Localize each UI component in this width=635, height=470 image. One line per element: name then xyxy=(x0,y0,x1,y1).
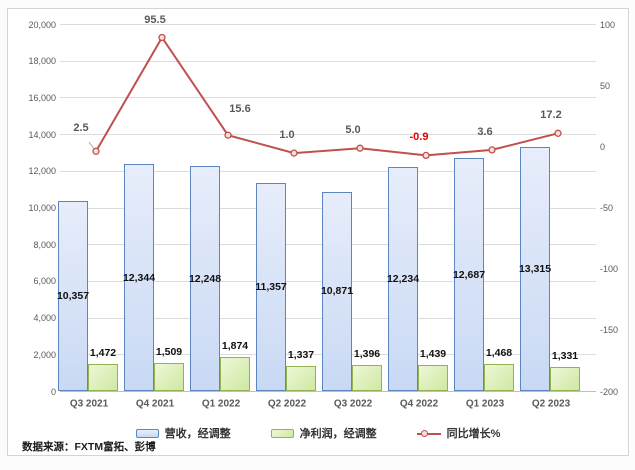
revenue-value-label: 11,357 xyxy=(255,280,287,293)
right-axis-tick-label: 50 xyxy=(600,80,611,91)
x-axis-tick-label: Q4 2021 xyxy=(135,398,175,410)
left-axis-tick-label: 14,000 xyxy=(28,129,56,140)
growth-point-marker xyxy=(356,144,364,152)
profit-value-label: 1,468 xyxy=(485,347,513,360)
revenue-bar xyxy=(322,191,352,391)
gridline xyxy=(60,97,596,99)
x-axis-tick-label: Q4 2022 xyxy=(399,398,439,410)
right-axis-tick-label: 100 xyxy=(600,19,616,30)
left-axis-tick-label: 12,000 xyxy=(28,166,56,177)
left-axis-tick-label: 20,000 xyxy=(28,19,56,30)
profit-bar xyxy=(220,356,250,391)
growth-value-label: 17.2 xyxy=(540,109,562,122)
gridline xyxy=(60,134,596,136)
profit-value-label: 1,331 xyxy=(551,349,579,362)
legend-label-profit: 净利润，经调整 xyxy=(299,428,377,440)
revenue-bar xyxy=(256,182,286,391)
right-axis-tick-label: -150 xyxy=(600,325,619,336)
left-axis-tick-label: 2,000 xyxy=(33,349,56,360)
profit-swatch-icon xyxy=(270,428,294,438)
profit-value-label: 1,337 xyxy=(287,349,315,362)
profit-bar xyxy=(484,364,514,391)
left-axis-tick-label: 18,000 xyxy=(28,56,56,67)
left-axis-tick-label: 4,000 xyxy=(33,313,56,324)
legend-label-revenue: 营收，经调整 xyxy=(164,428,231,440)
source-note: 数据来源：FXTM富拓、彭博 xyxy=(22,441,156,453)
revenue-value-label: 12,344 xyxy=(122,271,156,284)
profit-bar xyxy=(154,363,184,391)
chart-card: 0 2,000 4,000 6,000 8,000 10,000 12,000 14,000 1… xyxy=(7,8,629,456)
left-axis-tick-label: 8,000 xyxy=(33,239,56,250)
growth-value-label: 3.6 xyxy=(477,125,493,138)
growth-value-label: 2.5 xyxy=(73,122,89,134)
x-axis-tick-label: Q3 2021 xyxy=(69,398,109,410)
x-axis-tick-label: Q1 2022 xyxy=(201,398,241,410)
revenue-bar xyxy=(454,158,484,391)
right-axis-tick-label: -200 xyxy=(600,386,619,397)
profit-bar xyxy=(88,363,118,391)
gridline xyxy=(60,391,596,392)
left-axis-tick-label: 10,000 xyxy=(28,203,56,213)
growth-value-label: 15.6 xyxy=(229,103,251,116)
revenue-value-label: 12,234 xyxy=(386,272,420,285)
label-leader-line xyxy=(88,141,95,150)
revenue-bar xyxy=(388,166,418,391)
growth-point-marker xyxy=(488,146,496,154)
legend-item-revenue: 营收，经调整 xyxy=(135,425,231,441)
growth-value-label: -0.9 xyxy=(409,131,429,144)
profit-value-label: 1,874 xyxy=(221,339,249,352)
revenue-bar xyxy=(520,146,550,391)
legend-item-profit: 净利润，经调整 xyxy=(270,425,377,441)
profit-bar xyxy=(418,364,448,391)
left-axis-tick-label: 0 xyxy=(50,386,56,397)
growth-point-marker xyxy=(158,33,166,42)
left-axis-tick-label: 16,000 xyxy=(28,92,56,103)
legend-item-growth: 同比增长% xyxy=(416,425,501,441)
profit-value-label: 1,509 xyxy=(155,346,183,359)
profit-value-label: 1,396 xyxy=(353,348,381,361)
left-axis-tick-label: 6,000 xyxy=(33,276,56,287)
right-axis-tick-label: -50 xyxy=(600,203,614,213)
revenue-value-label: 12,687 xyxy=(452,268,486,281)
x-axis-tick-label: Q1 2023 xyxy=(465,398,505,410)
revenue-value-label: 10,871 xyxy=(320,285,354,298)
legend: 营收，经调整 净利润，经调整 同比增长% xyxy=(9,420,627,446)
revenue-bar xyxy=(58,200,88,391)
growth-point-marker xyxy=(422,151,430,160)
profit-bar xyxy=(550,366,580,391)
legend-label-growth: 同比增长% xyxy=(446,428,501,440)
growth-line-swatch-icon xyxy=(416,429,441,438)
right-axis-tick-label: -100 xyxy=(600,264,619,275)
gridline xyxy=(60,24,596,25)
gridline xyxy=(60,170,596,172)
profit-value-label: 1,439 xyxy=(419,347,447,360)
x-axis-tick-label: Q3 2022 xyxy=(333,398,373,410)
growth-point-marker xyxy=(92,147,100,155)
growth-point-marker xyxy=(224,131,232,139)
profit-bar xyxy=(352,365,382,391)
gridline xyxy=(60,60,596,62)
growth-value-label: 95.5 xyxy=(144,13,166,26)
revenue-bar xyxy=(124,164,154,391)
revenue-value-label: 13,315 xyxy=(518,262,552,275)
right-axis-tick-label: 0 xyxy=(600,141,606,152)
growth-point-marker xyxy=(290,149,298,157)
revenue-value-label: 10,357 xyxy=(56,289,90,302)
x-axis-tick-label: Q2 2023 xyxy=(531,398,571,410)
revenue-bar xyxy=(190,166,220,391)
x-axis-tick-label: Q2 2022 xyxy=(267,398,307,410)
growth-value-label: 5.0 xyxy=(345,124,361,137)
profit-value-label: 1,472 xyxy=(89,346,117,359)
revenue-swatch-icon xyxy=(135,428,159,438)
growth-value-label: 1.0 xyxy=(279,129,295,142)
revenue-value-label: 12,248 xyxy=(188,272,222,285)
profit-bar xyxy=(286,366,316,391)
